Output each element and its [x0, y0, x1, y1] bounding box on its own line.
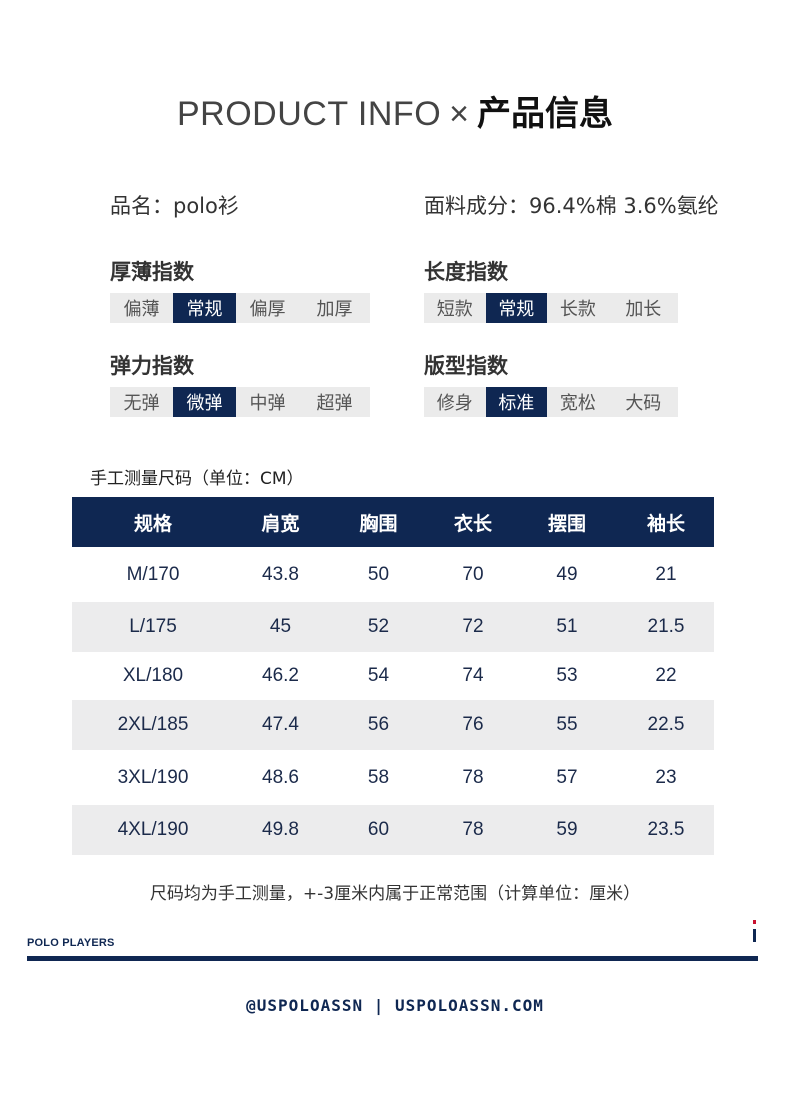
elasticity-option: 无弹 — [123, 393, 160, 414]
table-cell: 52 — [327, 602, 430, 652]
table-cell: 23 — [618, 750, 714, 805]
table-cell: 46.2 — [234, 652, 327, 700]
header-sleeve: 袖长 — [618, 497, 714, 547]
table-cell: 72 — [430, 602, 516, 652]
table-cell: 3XL/190 — [72, 750, 234, 805]
header-length: 衣长 — [430, 497, 516, 547]
thickness-option: 常规 — [173, 293, 236, 323]
table-row: M/170 43.8 50 70 49 21 — [72, 547, 714, 602]
title-chinese: 产品信息 — [477, 94, 613, 134]
table-cell: L/175 — [72, 602, 234, 652]
table-cell: 70 — [430, 547, 516, 602]
fabric-spec: 面料成分：96.4%棉 3.6%氨纶 — [424, 190, 719, 220]
length-option: 短款 — [436, 299, 473, 320]
length-index-label: 长度指数 — [424, 260, 508, 284]
header-size: 规格 — [72, 497, 234, 547]
product-name-spec: 品名：polo衫 — [110, 190, 239, 220]
table-cell: 51 — [516, 602, 618, 652]
footer-social: @USPOLOASSN | USPOLOASSN.COM — [246, 996, 544, 1015]
fit-index-scale: 修身 标准 宽松 大码 — [424, 387, 678, 417]
product-name-value: polo衫 — [173, 194, 239, 218]
size-table-caption: 手工测量尺码（单位：CM） — [90, 469, 304, 489]
table-cell: 58 — [327, 750, 430, 805]
table-cell: 48.6 — [234, 750, 327, 805]
table-cell: 53 — [516, 652, 618, 700]
table-cell: M/170 — [72, 547, 234, 602]
fit-option: 修身 — [436, 393, 473, 414]
header-chest: 胸围 — [327, 497, 430, 547]
table-cell: 21 — [618, 547, 714, 602]
table-cell: 47.4 — [234, 700, 327, 750]
flag-stripe-icon — [753, 920, 756, 942]
size-table-header-row: 规格 肩宽 胸围 衣长 摆围 袖长 — [72, 497, 714, 547]
brand-label: POLO PLAYERS — [27, 937, 115, 949]
length-option: 常规 — [485, 293, 548, 323]
length-option: 长款 — [559, 299, 596, 320]
elasticity-option: 超弹 — [316, 393, 353, 414]
elasticity-option: 微弹 — [173, 387, 236, 417]
elasticity-index-label: 弹力指数 — [110, 354, 194, 378]
thickness-option: 偏厚 — [249, 299, 286, 320]
table-row: 3XL/190 48.6 58 78 57 23 — [72, 750, 714, 805]
thickness-index-label: 厚薄指数 — [110, 260, 194, 284]
fit-index-label: 版型指数 — [424, 354, 508, 378]
header-hem: 摆围 — [516, 497, 618, 547]
table-cell: 43.8 — [234, 547, 327, 602]
table-cell: 78 — [430, 750, 516, 805]
elasticity-option: 中弹 — [249, 393, 286, 414]
table-cell: 60 — [327, 805, 430, 855]
fabric-label: 面料成分： — [424, 194, 529, 218]
fabric-value: 96.4%棉 3.6%氨纶 — [529, 194, 719, 218]
header-shoulder: 肩宽 — [234, 497, 327, 547]
title-separator: × — [449, 95, 469, 133]
table-cell: 4XL/190 — [72, 805, 234, 855]
table-cell: 21.5 — [618, 602, 714, 652]
fit-option: 宽松 — [559, 393, 596, 414]
table-row: XL/180 46.2 54 74 53 22 — [72, 652, 714, 700]
table-cell: 22 — [618, 652, 714, 700]
footer-divider — [27, 956, 758, 961]
table-cell: 45 — [234, 602, 327, 652]
table-cell: 57 — [516, 750, 618, 805]
table-cell: 78 — [430, 805, 516, 855]
table-cell: 54 — [327, 652, 430, 700]
page-title: PRODUCT INFO × 产品信息 — [0, 92, 790, 136]
thickness-option: 偏薄 — [123, 299, 160, 320]
product-name-label: 品名： — [110, 194, 173, 218]
fit-option: 大码 — [625, 393, 662, 414]
measurement-note: 尺码均为手工测量，+-3厘米内属于正常范围（计算单位：厘米） — [149, 884, 641, 904]
title-english: PRODUCT INFO — [176, 95, 442, 133]
thickness-option: 加厚 — [316, 299, 353, 320]
elasticity-index-scale: 无弹 微弹 中弹 超弹 — [110, 387, 370, 417]
table-row: 4XL/190 49.8 60 78 59 23.5 — [72, 805, 714, 855]
table-cell: 56 — [327, 700, 430, 750]
fit-option: 标准 — [485, 387, 548, 417]
thickness-index-scale: 偏薄 常规 偏厚 加厚 — [110, 293, 370, 323]
table-cell: 49 — [516, 547, 618, 602]
table-cell: 2XL/185 — [72, 700, 234, 750]
table-cell: 55 — [516, 700, 618, 750]
table-cell: 76 — [430, 700, 516, 750]
table-cell: 49.8 — [234, 805, 327, 855]
size-table: 规格 肩宽 胸围 衣长 摆围 袖长 M/170 43.8 50 70 49 21… — [72, 497, 714, 855]
table-cell: XL/180 — [72, 652, 234, 700]
table-row: 2XL/185 47.4 56 76 55 22.5 — [72, 700, 714, 750]
table-cell: 22.5 — [618, 700, 714, 750]
table-row: L/175 45 52 72 51 21.5 — [72, 602, 714, 652]
table-cell: 23.5 — [618, 805, 714, 855]
length-option: 加长 — [625, 299, 662, 320]
length-index-scale: 短款 常规 长款 加长 — [424, 293, 678, 323]
table-cell: 74 — [430, 652, 516, 700]
table-cell: 59 — [516, 805, 618, 855]
table-cell: 50 — [327, 547, 430, 602]
